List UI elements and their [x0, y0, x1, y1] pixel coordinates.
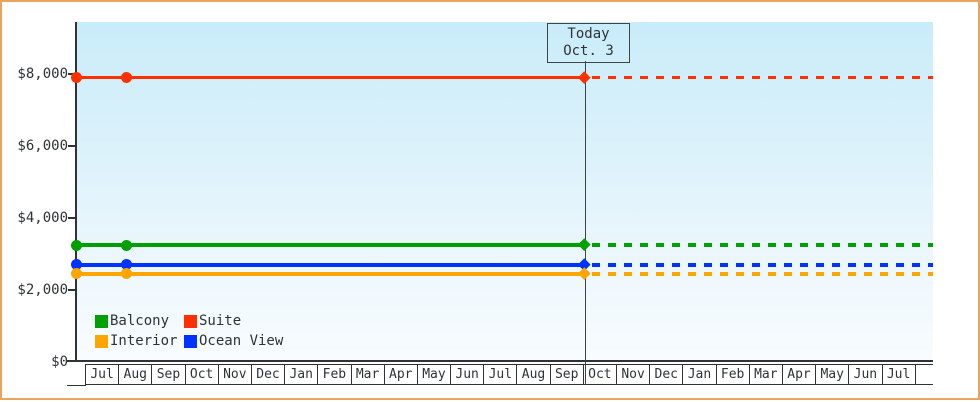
month-cell: Feb	[717, 365, 750, 384]
legend: Balcony Suite Interior Ocean View	[95, 314, 283, 349]
month-cell: May	[418, 365, 452, 384]
month-cell: Jan	[285, 365, 319, 384]
legend-label-ocean-view: Ocean View	[199, 333, 284, 349]
y-axis-tick-label: $8,000	[17, 66, 68, 82]
y-axis-tick-mark	[68, 217, 76, 219]
month-cell: Nov	[219, 365, 252, 384]
month-cell: May	[816, 365, 850, 384]
month-cell: Jul	[484, 365, 518, 384]
month-cell: Aug	[119, 365, 153, 384]
month-cell: Jan	[683, 365, 717, 384]
month-cell: Sep	[551, 365, 584, 384]
x-axis-month-row: Jul Aug Sep Oct Nov Dec Jan Feb Mar Apr May Jun Jul A…	[85, 364, 933, 385]
today-annotation-box: Today Oct. 3	[547, 23, 630, 63]
y-axis-line	[75, 22, 77, 362]
legend-entry-balcony: Balcony	[95, 314, 184, 329]
legend-label-suite: Suite	[199, 313, 242, 329]
x-axis-line	[67, 360, 933, 362]
month-cell: Jul	[86, 365, 120, 384]
month-cell: Jun	[451, 365, 485, 384]
month-cell: Sep	[152, 365, 186, 384]
legend-swatch-suite	[184, 315, 197, 328]
y-axis-tick-label: $6,000	[17, 138, 68, 154]
y-axis-tick-mark	[68, 73, 76, 75]
legend-swatch-interior	[95, 335, 108, 348]
legend-swatch-ocean-view	[184, 335, 197, 348]
legend-entry-ocean-view: Ocean View	[184, 334, 283, 349]
month-cell: Dec	[252, 365, 286, 384]
month-cell: Feb	[318, 365, 352, 384]
legend-label-interior: Interior	[110, 333, 178, 349]
month-cell: Jun	[849, 365, 883, 384]
y-axis-tick-mark	[68, 145, 76, 147]
today-vertical-line	[585, 61, 586, 385]
month-cell: Mar	[750, 365, 783, 384]
x-axis-left-stub	[67, 385, 86, 386]
legend-label-balcony: Balcony	[110, 313, 170, 329]
y-axis-tick-mark	[68, 289, 76, 291]
y-axis-tick-label: $0	[51, 354, 68, 370]
month-cell: Nov	[617, 365, 651, 384]
plot-area	[76, 22, 933, 362]
month-cell: Oct	[186, 365, 219, 384]
month-cell: Oct	[584, 365, 617, 384]
y-axis-tick-label: $4,000	[17, 210, 68, 226]
month-cell: Jul	[883, 365, 916, 384]
month-cell: Dec	[650, 365, 684, 384]
today-date: Oct. 3	[563, 43, 614, 59]
today-label: Today	[567, 26, 610, 42]
legend-entry-interior: Interior	[95, 334, 184, 349]
legend-swatch-balcony	[95, 315, 108, 328]
month-cell: Aug	[517, 365, 551, 384]
y-axis-tick-label: $2,000	[17, 282, 68, 298]
month-cell: Mar	[352, 365, 385, 384]
legend-entry-suite: Suite	[184, 314, 283, 329]
month-cell: Apr	[385, 365, 418, 384]
month-cell: Apr	[783, 365, 817, 384]
